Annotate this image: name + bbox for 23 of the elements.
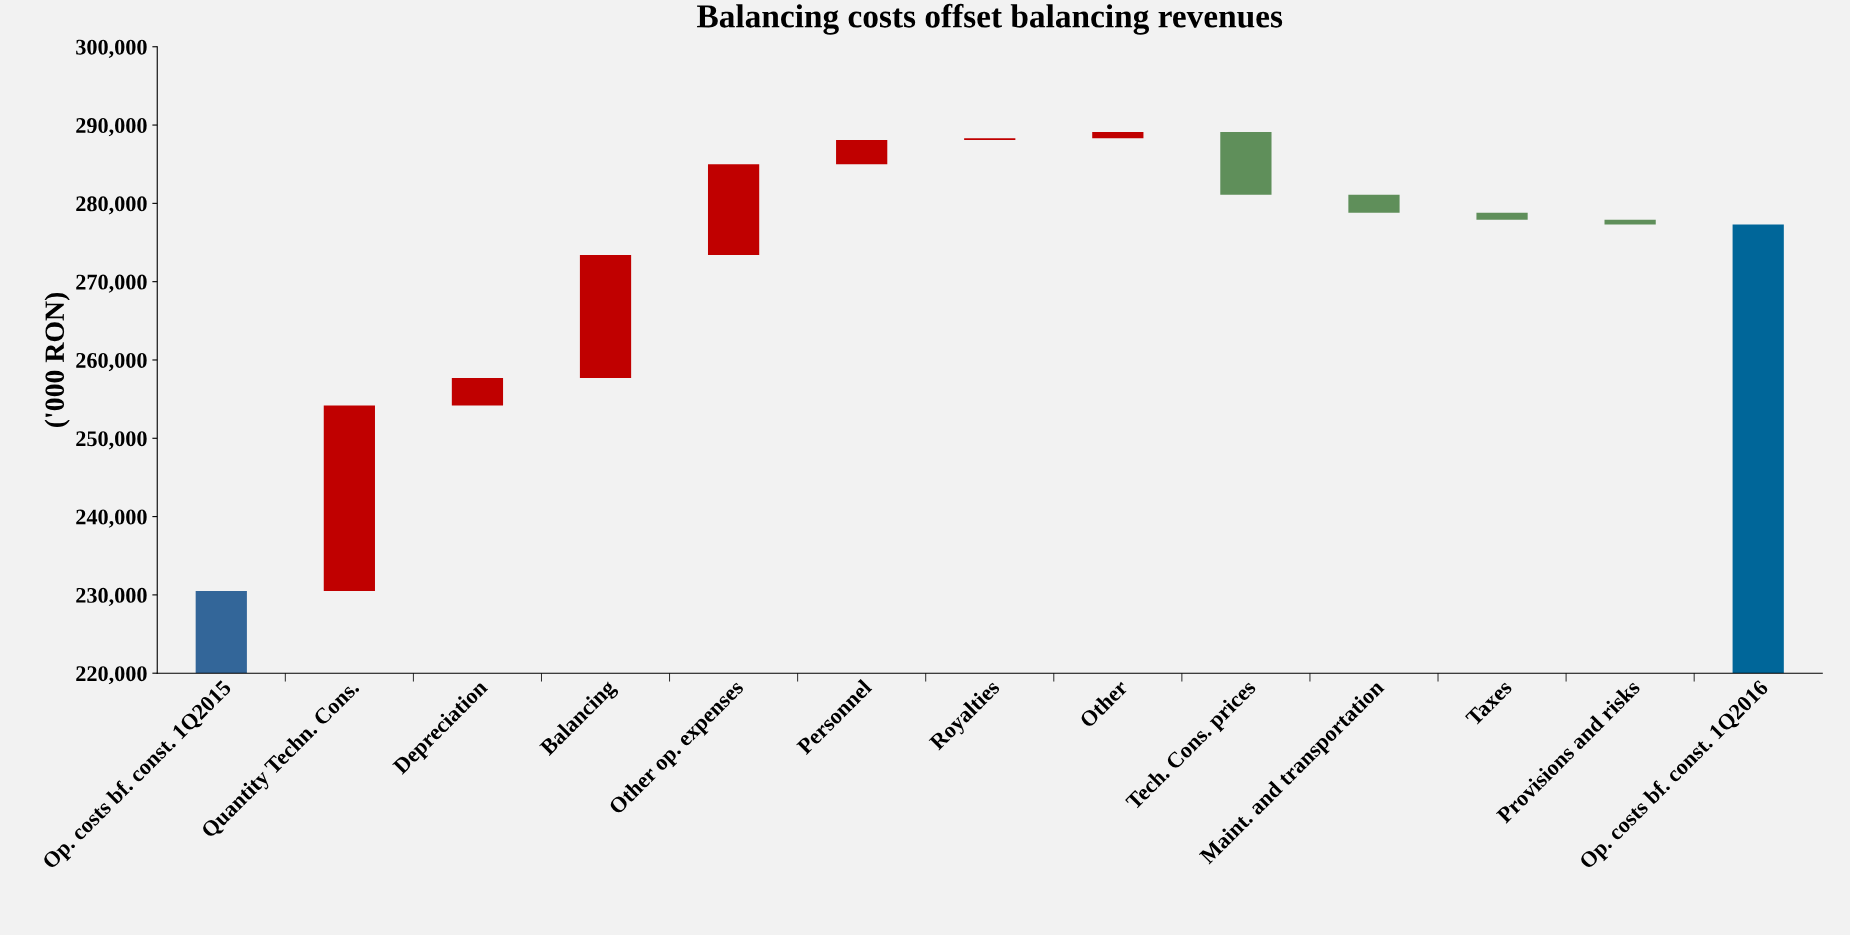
bar — [1220, 132, 1272, 195]
bar — [1732, 224, 1784, 674]
bar — [1092, 132, 1144, 139]
y-axis-title: ('000 RON) — [44, 292, 70, 428]
y-tick-label: 270,000 — [76, 274, 147, 293]
bar — [1348, 194, 1400, 213]
bar — [579, 255, 632, 378]
y-tick-label: 240,000 — [76, 509, 147, 528]
bar — [836, 139, 888, 165]
bar — [451, 377, 504, 406]
bar — [195, 590, 247, 674]
y-tick-label: 220,000 — [76, 666, 147, 685]
chart-title: Balancing costs offset balancing revenues — [697, 3, 1283, 35]
y-tick-label: 290,000 — [76, 117, 147, 137]
y-tick-label: 300,000 — [76, 39, 147, 58]
bar — [1604, 219, 1656, 225]
bar — [707, 164, 760, 256]
bar — [1476, 212, 1528, 220]
y-tick-label: 230,000 — [76, 587, 147, 607]
y-tick-label: 260,000 — [76, 352, 147, 372]
bar — [323, 405, 375, 591]
y-tick-label: 250,000 — [76, 431, 147, 450]
y-tick-label: 280,000 — [76, 196, 147, 215]
